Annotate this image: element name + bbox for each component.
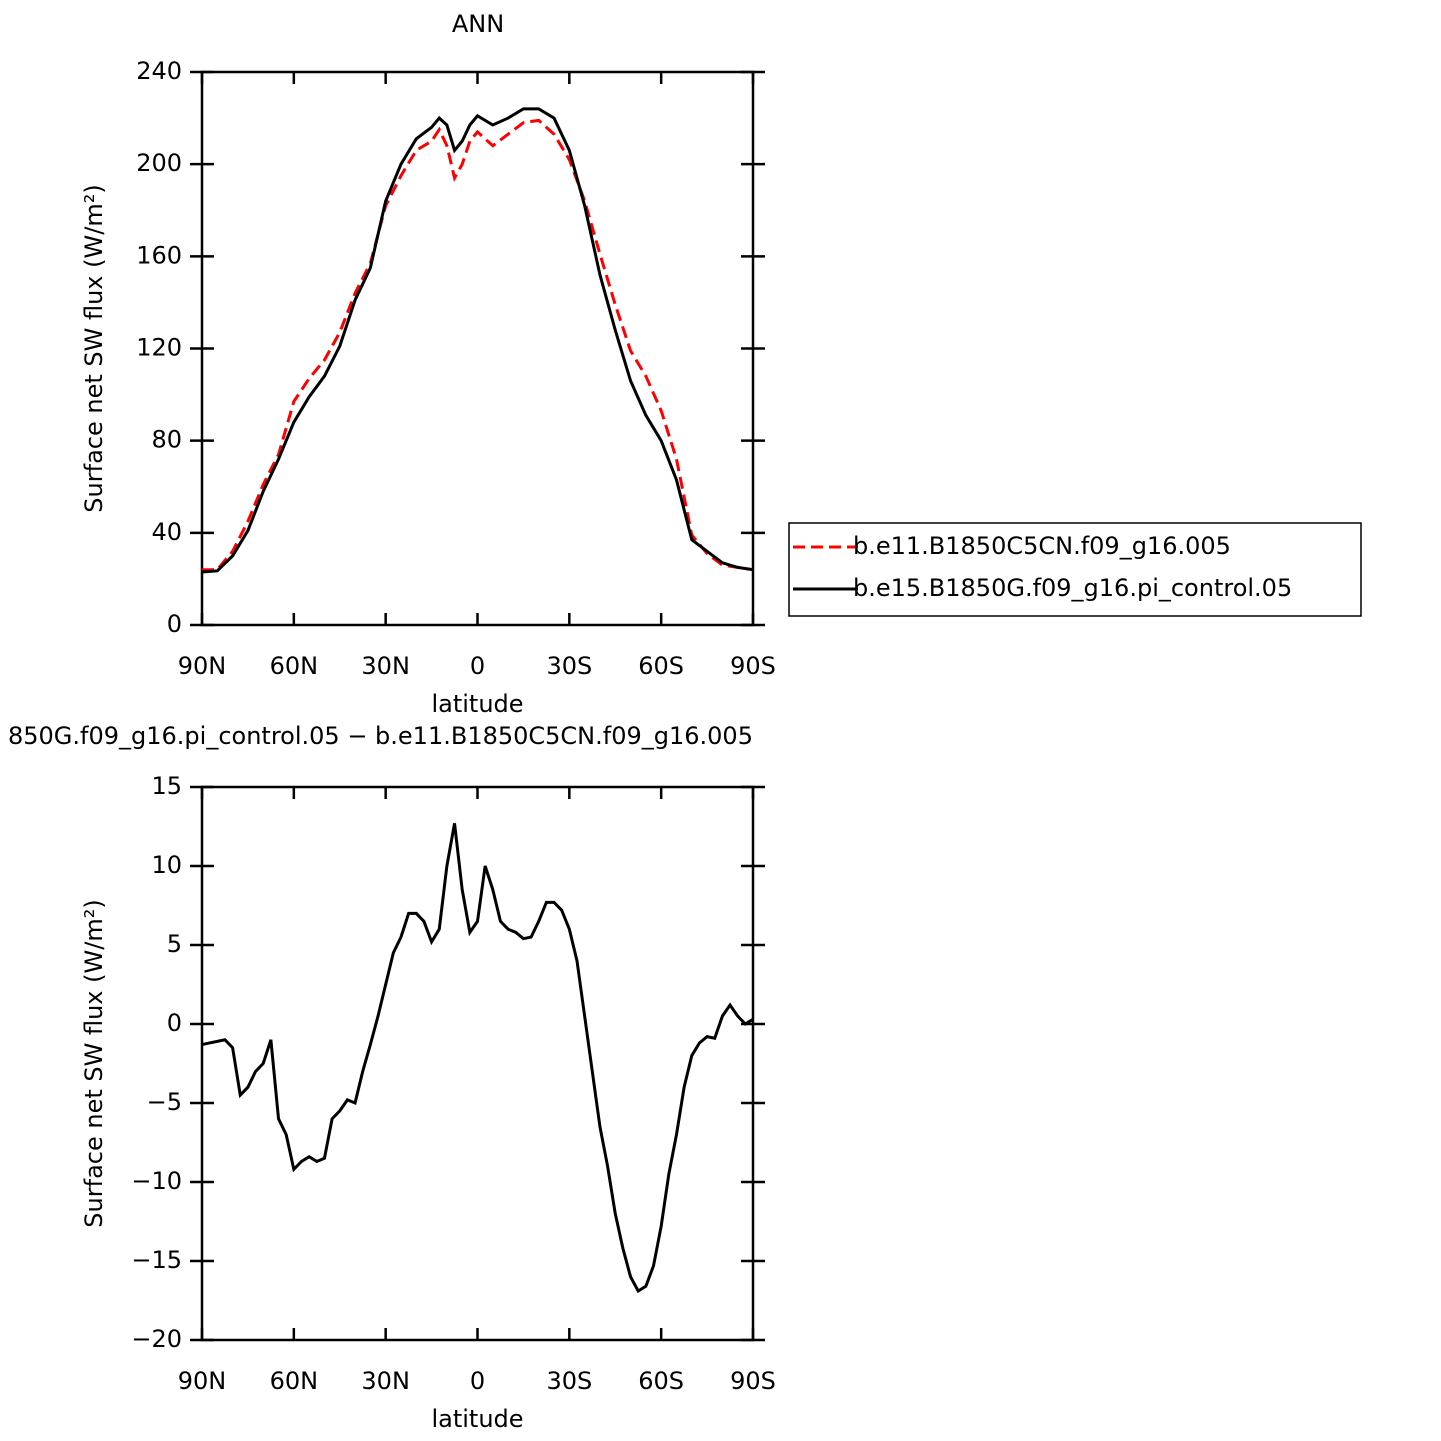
y-tick-label: −10: [131, 1167, 182, 1195]
legend-box: [788, 522, 1362, 617]
x-tick-label: 90N: [178, 652, 227, 680]
data-line: [201, 107, 754, 574]
chart-title: 850G.f09_g16.pi_control.05 − b.e11.B1850…: [8, 722, 753, 750]
x-tick-label: 30S: [546, 1367, 592, 1395]
x-tick-label: 30N: [361, 652, 410, 680]
y-tick-label: 15: [151, 772, 182, 800]
y-tick-label: 40: [151, 518, 182, 546]
y-tick-label: −5: [147, 1088, 182, 1116]
legend-label: b.e15.B1850G.f09_g16.pi_control.05: [853, 574, 1292, 602]
x-tick-label: 90S: [730, 652, 776, 680]
x-axis-label: latitude: [431, 690, 523, 718]
x-axis-label: latitude: [431, 1405, 523, 1433]
y-tick-label: 5: [167, 930, 182, 958]
y-tick-label: 0: [167, 1009, 182, 1037]
y-tick-label: 200: [136, 149, 182, 177]
y-tick-label: 80: [151, 426, 182, 454]
y-tick-label: 10: [151, 851, 182, 879]
y-tick-label: −15: [131, 1246, 182, 1274]
y-tick-label: −20: [131, 1325, 182, 1353]
y-axis-label: Surface net SW flux (W/m²): [80, 184, 108, 512]
plot-frame: [200, 70, 755, 627]
y-tick-label: 0: [167, 610, 182, 638]
chart-title: ANN: [452, 10, 504, 38]
x-tick-label: 0: [470, 1367, 485, 1395]
y-axis-label: Surface net SW flux (W/m²): [80, 899, 108, 1227]
data-line: [202, 118, 754, 572]
legend: b.e11.B1850C5CN.f09_g16.005 b.e15.B1850G.…: [788, 522, 1362, 617]
x-tick-label: 30S: [546, 652, 592, 680]
data-line: [201, 823, 754, 1294]
x-tick-label: 60N: [270, 652, 319, 680]
y-tick-label: 240: [136, 57, 182, 85]
y-tick-label: 120: [136, 334, 182, 362]
x-tick-label: 30N: [361, 1367, 410, 1395]
plot-frame: [200, 785, 755, 1342]
x-tick-label: 90N: [178, 1367, 227, 1395]
x-tick-label: 90S: [730, 1367, 776, 1395]
x-tick-label: 60S: [638, 1367, 684, 1395]
x-tick-label: 0: [470, 652, 485, 680]
x-tick-label: 60S: [638, 652, 684, 680]
x-tick-label: 60N: [270, 1367, 319, 1395]
legend-label: b.e11.B1850C5CN.f09_g16.005: [853, 532, 1231, 560]
y-tick-label: 160: [136, 241, 182, 269]
